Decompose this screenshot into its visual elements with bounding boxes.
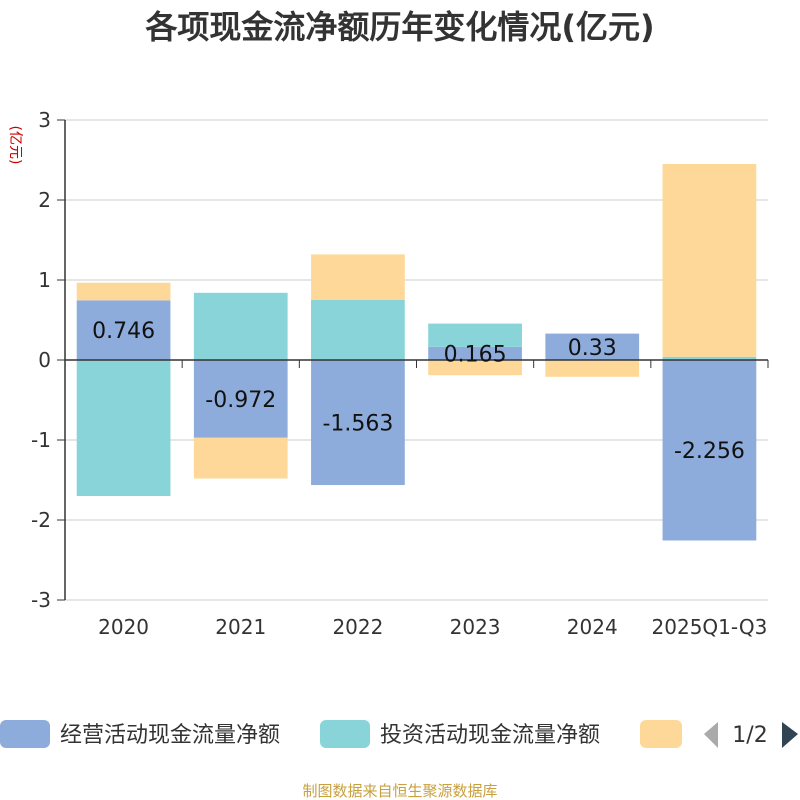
y-tick-label: -2	[31, 508, 51, 532]
y-tick-label: 3	[38, 108, 51, 132]
chart-title: 各项现金流净额历年变化情况(亿元)	[145, 8, 654, 46]
y-tick-label: -1	[31, 428, 51, 452]
bar-2023-series-0[interactable]	[428, 346, 522, 360]
bar-2025Q1-Q3-series-1[interactable]	[662, 356, 757, 360]
legend-swatch-third[interactable]	[640, 720, 682, 748]
bar-2023-series-1[interactable]	[428, 323, 522, 347]
data-label: 0.746	[92, 319, 155, 344]
data-label: -2.256	[674, 439, 745, 464]
data-label: -0.972	[205, 388, 276, 413]
legend-label-operating[interactable]: 经营活动现金流量净额	[60, 723, 280, 748]
x-tick-labels: 2020 2021 2022 2023 2024 2025Q1-Q3	[98, 615, 767, 639]
bar-2022-series-1[interactable]	[311, 300, 405, 360]
legend: 经营活动现金流量净额 投资活动现金流量净额 1/2	[0, 720, 798, 748]
legend-swatch-investing[interactable]	[320, 720, 370, 748]
bar-2024-series-0[interactable]	[545, 333, 640, 360]
data-source-note: 制图数据来自恒生聚源数据库	[302, 782, 497, 800]
legend-prev-page-icon[interactable]	[704, 722, 718, 748]
bar-2022-series-2[interactable]	[311, 254, 405, 300]
bar-2021-series-1[interactable]	[193, 292, 288, 360]
bar-2020-series-1[interactable]	[76, 360, 171, 496]
x-tick-label: 2024	[567, 615, 618, 639]
bar-2021-series-2[interactable]	[193, 437, 288, 479]
axes	[57, 119, 769, 601]
bar-2024-series-2[interactable]	[545, 360, 640, 377]
bars	[76, 164, 757, 541]
bar-2020-series-0[interactable]	[76, 300, 171, 360]
y-tick-label: -3	[31, 588, 51, 612]
y-tick-label: 2	[38, 188, 51, 212]
legend-label-investing[interactable]: 投资活动现金流量净额	[380, 723, 600, 748]
legend-page-indicator: 1/2	[732, 723, 767, 748]
x-tick-label: 2020	[98, 615, 149, 639]
y-tick-labels: 3 2 1 0 -1 -2 -3	[31, 108, 51, 612]
y-axis-unit: (亿元)	[7, 126, 23, 165]
data-labels: 0.746 -0.972 -1.563 0.165 0.33 -2.256	[92, 319, 745, 464]
bar-2021-series-0[interactable]	[193, 360, 288, 438]
data-label: 0.33	[568, 336, 617, 361]
y-tick-label: 0	[38, 348, 51, 372]
bar-2020-series-2[interactable]	[76, 282, 171, 301]
x-tick-label: 2023	[450, 615, 501, 639]
bar-2022-series-0[interactable]	[311, 360, 405, 486]
data-label: 0.165	[444, 342, 507, 367]
data-label: -1.563	[322, 412, 393, 437]
bar-2025Q1-Q3-series-2[interactable]	[662, 164, 757, 357]
x-tick-label: 2022	[332, 615, 383, 639]
bar-2025Q1-Q3-series-0[interactable]	[662, 360, 757, 541]
x-tick-label: 2021	[215, 615, 266, 639]
gridlines	[65, 119, 768, 601]
legend-swatch-operating[interactable]	[0, 720, 50, 748]
y-tick-label: 1	[38, 268, 51, 292]
x-tick-label: 2025Q1-Q3	[652, 615, 768, 639]
legend-next-page-icon[interactable]	[782, 722, 798, 748]
bar-2023-series-2[interactable]	[428, 360, 522, 376]
